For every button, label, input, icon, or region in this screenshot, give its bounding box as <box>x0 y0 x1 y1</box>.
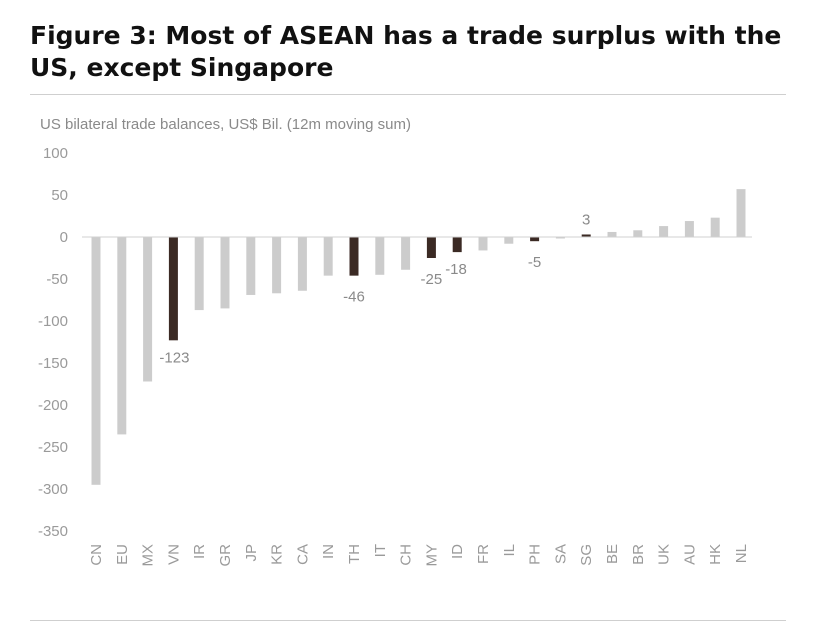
bar-fr <box>478 237 488 251</box>
y-tick-label: 100 <box>43 145 68 162</box>
category-label: CH <box>398 544 415 566</box>
category-label: PH <box>527 544 544 565</box>
y-tick-label: -200 <box>38 397 68 414</box>
data-label-vn: -123 <box>159 349 189 366</box>
category-label: GR <box>217 544 234 567</box>
top-divider <box>30 94 786 95</box>
category-label: NL <box>733 544 750 563</box>
y-tick-label: -50 <box>46 271 68 288</box>
data-label-sg: 3 <box>582 211 590 228</box>
category-label: TH <box>346 544 363 564</box>
y-tick-label: -250 <box>38 439 68 456</box>
bar-ph <box>530 237 540 242</box>
category-label: IN <box>320 544 337 559</box>
bar-uk <box>659 226 669 237</box>
bar-cn <box>91 237 101 485</box>
y-tick-label: -350 <box>38 523 68 540</box>
bar-vn <box>168 237 178 341</box>
bar-hk <box>710 217 720 237</box>
data-labels: -123 -46 -25-18 -5 3 <box>159 211 590 366</box>
y-tick-label: 0 <box>60 229 68 246</box>
category-label: SG <box>578 544 595 566</box>
bar-kr <box>272 237 282 294</box>
category-label: IL <box>501 544 518 557</box>
category-label: UK <box>656 544 673 565</box>
bar-gr <box>220 237 230 309</box>
bar-il <box>504 237 514 244</box>
category-label: ID <box>449 544 466 559</box>
y-axis-title: US bilateral trade balances, US$ Bil. (1… <box>40 116 411 133</box>
bar-ca <box>297 237 307 291</box>
category-label: AU <box>681 544 698 565</box>
bar-nl <box>736 189 746 237</box>
bar-sg <box>581 234 591 237</box>
bars <box>91 189 746 485</box>
category-label: BE <box>604 544 621 564</box>
category-label: VN <box>165 544 182 565</box>
bar-ch <box>401 237 411 270</box>
category-labels: CN EU MX VN IR GR JP KR CA IN TH IT CH MY ID FR IL PH SA SG… <box>88 544 750 567</box>
data-label-th: -46 <box>343 289 365 306</box>
bar-sa <box>555 237 565 239</box>
y-tick-label: -100 <box>38 313 68 330</box>
chart-title: Figure 3: Most of ASEAN has a trade surp… <box>30 21 782 82</box>
y-tick-label: 50 <box>51 187 68 204</box>
bar-ir <box>194 237 204 311</box>
category-label: SA <box>552 544 569 564</box>
category-label: IR <box>191 544 208 559</box>
y-axis-ticks: 100 50 0 -50 -100 -150 -200 -250 -300 -350 <box>38 145 68 540</box>
category-label: MY <box>423 544 440 567</box>
category-label: FR <box>475 544 492 564</box>
bar-th <box>349 237 359 276</box>
category-label: IT <box>372 544 389 557</box>
bar-jp <box>246 237 256 295</box>
category-label: KR <box>269 544 286 565</box>
bar-my <box>426 237 436 258</box>
bar-in <box>323 237 333 276</box>
bar-id <box>452 237 462 253</box>
data-label-ph: -5 <box>528 254 541 271</box>
bar-au <box>684 221 694 237</box>
category-label: MX <box>140 544 157 567</box>
category-label: BR <box>630 544 647 565</box>
bar-mx <box>143 237 153 382</box>
bar-be <box>607 231 617 237</box>
category-label: CN <box>88 544 105 566</box>
y-tick-label: -300 <box>38 481 68 498</box>
bar-it <box>375 237 385 275</box>
data-label-my: -25 <box>421 271 443 288</box>
category-label: EU <box>114 544 131 565</box>
y-tick-label: -150 <box>38 355 68 372</box>
data-label-id: -18 <box>445 261 467 278</box>
category-label: JP <box>243 544 260 562</box>
bottom-divider <box>30 620 786 621</box>
bar-br <box>633 230 643 237</box>
bar-eu <box>117 237 127 435</box>
category-label: CA <box>294 544 311 565</box>
category-label: HK <box>707 544 724 565</box>
